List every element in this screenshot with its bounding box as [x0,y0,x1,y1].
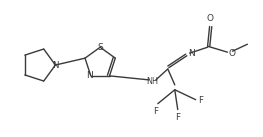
Text: F: F [175,113,180,122]
Text: O: O [229,49,235,58]
Text: O: O [206,15,213,23]
Text: F: F [153,107,158,116]
Text: F: F [198,96,203,105]
Text: NH: NH [146,77,158,86]
Text: N: N [87,71,93,80]
Text: N: N [188,49,194,58]
Text: S: S [97,43,103,52]
Text: N: N [52,61,59,70]
